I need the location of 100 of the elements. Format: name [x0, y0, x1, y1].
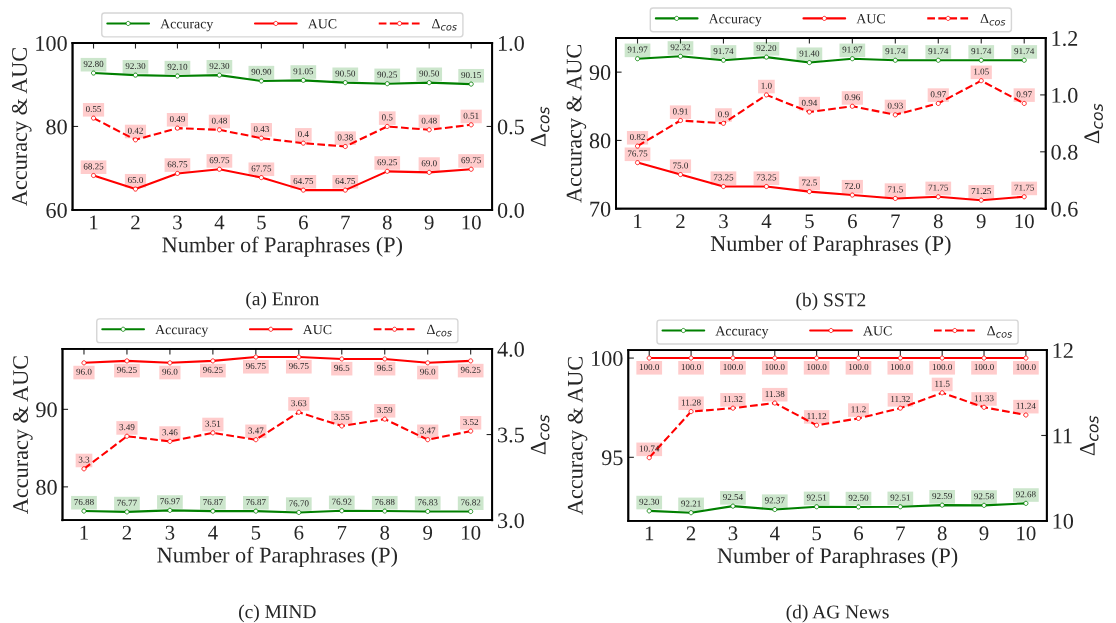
data-label: 92.32 [670, 44, 691, 51]
data-label: 1.05 [974, 68, 989, 75]
data-label: 96.0 [420, 368, 436, 375]
data-label: 64.75 [293, 177, 314, 185]
data-label: 0.4 [298, 131, 309, 138]
legend-label: Δ$_{cos}$ [987, 326, 1012, 338]
data-label: 3.52 [463, 418, 479, 426]
legend-label: Accuracy [708, 14, 762, 27]
x-tick-label: 5 [812, 526, 822, 541]
data-label: 91.97 [842, 46, 863, 53]
x-tick-label: 3 [173, 215, 182, 230]
data-label: 71.75 [1014, 184, 1035, 191]
data-label: 0.97 [1016, 91, 1032, 98]
data-label: 91.74 [928, 48, 949, 55]
y2-tick-label: 0.6 [1051, 201, 1078, 217]
x-tick-label: 4 [214, 215, 225, 230]
legend-label: AUC [307, 19, 337, 29]
y-axis-title: Accuracy & AUC [11, 48, 32, 206]
data-label: 96.25 [460, 366, 481, 373]
data-label: 11.5 [935, 380, 950, 387]
data-label: 67.75 [251, 165, 272, 172]
data-label: 76.82 [461, 499, 481, 506]
data-label: 92.58 [974, 493, 994, 500]
data-label: 69.25 [377, 159, 398, 166]
data-label: 100.0 [639, 363, 660, 371]
data-label: 0.91 [672, 108, 688, 115]
y2-axis-title: Δ$_{cos}$ [1079, 415, 1099, 456]
data-label: 92.51 [806, 494, 827, 501]
data-label: 76.77 [117, 499, 137, 506]
x-tick-label: 4 [761, 214, 772, 229]
x-tick-label: 3 [719, 214, 728, 229]
data-label: 90.15 [461, 71, 481, 79]
x-tick-label: 5 [257, 215, 266, 230]
data-label: 92.37 [764, 497, 785, 504]
y2-tick-label: 3.0 [498, 513, 524, 529]
data-label: 0.48 [421, 117, 437, 124]
data-label: 68.75 [167, 161, 188, 168]
x-tick-label: 4 [769, 526, 780, 541]
data-label: 76.92 [332, 498, 352, 505]
y2-tick-label: 1.0 [498, 35, 524, 52]
data-label: 96.0 [162, 368, 178, 375]
data-label: 92.10 [167, 63, 188, 70]
data-label: 96.5 [334, 364, 350, 371]
data-label: 76.97 [160, 498, 180, 505]
data-label: 100.0 [1016, 363, 1036, 371]
data-label: 100.0 [765, 363, 785, 371]
y-tick-label: 70 [590, 201, 611, 217]
data-label: 90.90 [251, 68, 272, 75]
x-tick-label: 8 [937, 526, 947, 541]
data-label: 69.0 [421, 160, 437, 167]
data-label: 65.0 [127, 176, 144, 184]
data-label: 96.25 [117, 366, 137, 373]
legend-label: Accuracy [160, 19, 214, 32]
y2-tick-label: 0.0 [497, 202, 524, 218]
text: (b) SST2 [796, 292, 866, 311]
data-label: 91.97 [627, 46, 648, 53]
data-label: 3.55 [334, 413, 350, 420]
data-label: 0.42 [127, 127, 143, 134]
data-label: 71.75 [928, 184, 949, 191]
legend-label: Accuracy [155, 324, 209, 338]
x-tick-label: 9 [979, 526, 989, 541]
x-tick-label: 9 [424, 215, 434, 230]
data-label: 92.30 [639, 498, 660, 505]
data-label: 76.88 [375, 498, 395, 506]
text: (a) Enron [246, 291, 320, 310]
data-label: 92.30 [125, 62, 146, 70]
data-label: 1.0 [761, 82, 772, 89]
x-tick-label: 6 [299, 215, 308, 230]
y-tick-label: 80 [36, 479, 57, 495]
data-label: 90.50 [335, 70, 356, 77]
data-label: 92.51 [890, 494, 910, 501]
y2-tick-label: 10 [1053, 513, 1074, 529]
data-label: 100.0 [932, 363, 952, 371]
data-label: 76.75 [627, 150, 648, 157]
y-tick-label: 90 [589, 65, 611, 81]
legend-label: Δ$_{cos}$ [427, 324, 452, 337]
data-label: 90.50 [419, 70, 440, 77]
data-label: 96.0 [76, 368, 92, 375]
data-label: 96.75 [288, 362, 309, 370]
data-label: 72.5 [802, 179, 817, 186]
y2-tick-label: 12 [1053, 343, 1073, 358]
data-label: 0.96 [844, 94, 860, 101]
x-tick-label: 1 [80, 525, 88, 540]
data-label: 76.70 [289, 500, 309, 507]
data-label: 0.97 [930, 91, 946, 98]
y2-tick-label: 0.8 [1051, 144, 1078, 160]
data-label: 11.33 [974, 395, 994, 402]
data-label: 71.25 [971, 188, 992, 195]
data-label: 11.32 [891, 396, 910, 403]
data-label: 100.0 [681, 363, 701, 371]
data-label: 11.32 [723, 396, 743, 403]
x-tick-label: 9 [423, 525, 433, 540]
y2-axis-title: Δ$_{cos}$ [530, 106, 550, 147]
y-axis-title: Accuracy & AUC [566, 44, 587, 203]
data-label: 91.74 [971, 48, 992, 55]
y2-axis-title: Δ$_{cos}$ [530, 414, 550, 455]
legend-label: Δ$_{cos}$ [432, 19, 457, 31]
y2-tick-label: 1.2 [1052, 31, 1078, 47]
y-axis-title: Accuracy & AUC [13, 356, 33, 514]
legend-label: AUC [863, 326, 892, 336]
